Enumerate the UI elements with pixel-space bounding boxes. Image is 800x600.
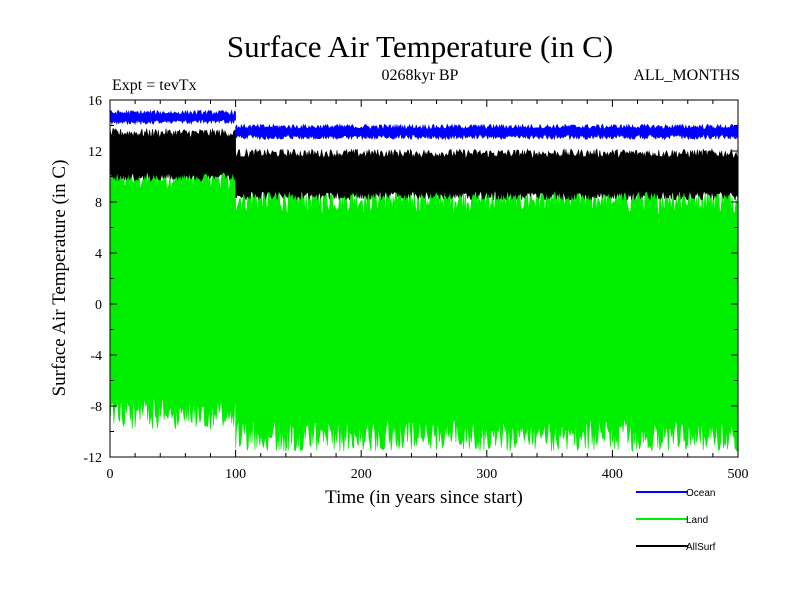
- experiment-label: Expt = tevTx: [112, 77, 197, 94]
- x-tick-label: 200: [351, 467, 372, 482]
- x-tick-label: 500: [728, 467, 749, 482]
- y-tick-label: 16: [88, 94, 102, 109]
- legend-label: Ocean: [686, 488, 715, 499]
- y-tick-label: 8: [95, 196, 102, 211]
- y-axis-label: Surface Air Temperature (in C): [49, 160, 70, 397]
- legend: Ocean Land AllSurf: [636, 488, 716, 553]
- y-tick-label: 4: [95, 247, 102, 262]
- period-label: 0268kyr BP: [382, 67, 459, 84]
- y-tick-label: -4: [90, 349, 102, 364]
- x-axis-label: Time (in years since start): [325, 487, 523, 508]
- series-allsurf-band-0: [109, 128, 236, 182]
- plot-area: [109, 109, 739, 452]
- chart-title: Surface Air Temperature (in C): [227, 29, 613, 64]
- legend-item-ocean: Ocean: [636, 488, 715, 499]
- series-land-band-0: [109, 160, 236, 430]
- series-land: [109, 160, 739, 452]
- series-land-band-1: [235, 181, 739, 452]
- legend-item-allsurf: AllSurf: [636, 542, 716, 553]
- y-tick-label: -12: [83, 451, 102, 466]
- legend-label: Land: [686, 515, 708, 526]
- y-tick-label: 0: [95, 298, 102, 313]
- x-tick-label: 100: [225, 467, 246, 482]
- y-tick-label: 12: [88, 145, 102, 160]
- axes: 0 100 200 300 400 500 -12 -8 -4 0 4 8 12 16: [83, 94, 748, 482]
- x-tick-label: 400: [602, 467, 623, 482]
- x-tick-label: 0: [107, 467, 114, 482]
- series-ocean-band-0: [109, 109, 236, 126]
- series-allsurf-band-1: [235, 148, 739, 201]
- x-tick-label: 300: [476, 467, 497, 482]
- y-tick-label: -8: [90, 400, 102, 415]
- months-label: ALL_MONTHS: [633, 67, 740, 84]
- series-allsurf: [109, 128, 739, 201]
- legend-item-land: Land: [636, 515, 708, 526]
- series-ocean-band-1: [235, 123, 739, 141]
- legend-label: AllSurf: [686, 542, 716, 553]
